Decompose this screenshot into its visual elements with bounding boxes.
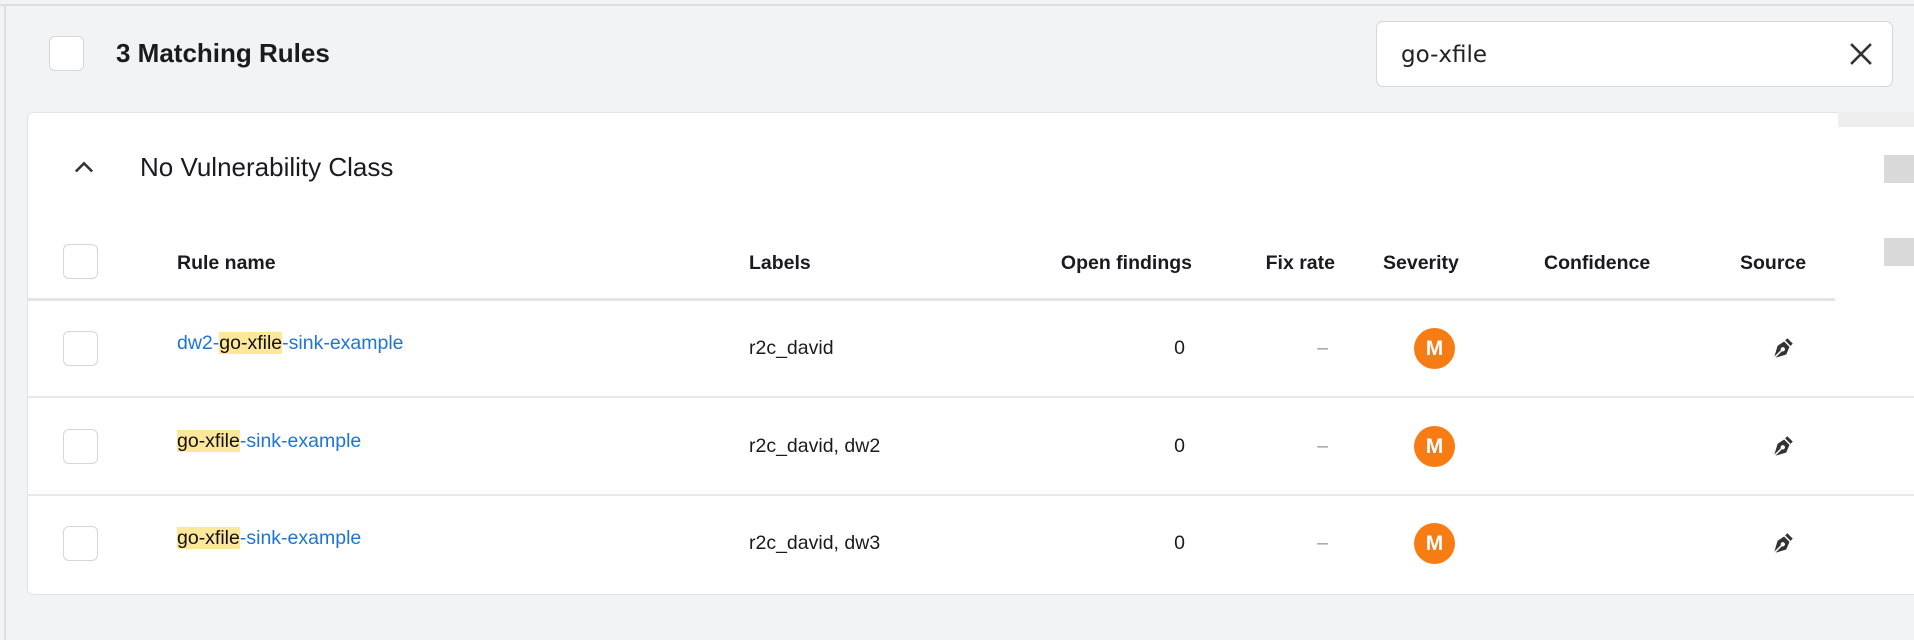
rule-name-prefix: dw2-: [177, 332, 220, 354]
severity-badge-medium: M: [1414, 523, 1455, 564]
left-border: [4, 4, 6, 640]
search-input[interactable]: [1399, 22, 1823, 87]
header-divider: [28, 298, 1835, 301]
pen-nib-icon: [1774, 338, 1793, 358]
severity-badge-medium: M: [1414, 426, 1455, 467]
row-fix-rate: –: [1317, 435, 1328, 457]
row-checkbox[interactable]: [63, 526, 98, 561]
scrollbar-thumb[interactable]: [1884, 155, 1914, 183]
row-divider: [28, 396, 1914, 398]
column-header-rule-name[interactable]: Rule name: [177, 252, 276, 274]
rule-name-link[interactable]: go-xfile-sink-example: [177, 525, 361, 551]
matching-rules-count: 3 Matching Rules: [116, 38, 330, 68]
row-checkbox[interactable]: [63, 331, 98, 366]
row-open-findings: 0: [1174, 532, 1185, 554]
search-match-highlight: go-xfile: [177, 527, 240, 549]
column-header-source[interactable]: Source: [1740, 252, 1807, 274]
rule-group-card: [27, 112, 1914, 595]
pen-nib-icon: [1774, 533, 1793, 553]
row-labels: r2c_david: [749, 337, 834, 359]
row-open-findings: 0: [1174, 337, 1185, 359]
close-icon[interactable]: [1844, 37, 1878, 71]
chevron-up-icon[interactable]: [70, 154, 98, 182]
scroll-artifact: [1838, 112, 1914, 127]
column-header-labels[interactable]: Labels: [749, 252, 811, 274]
rule-name-link[interactable]: dw2-go-xfile-sink-example: [177, 330, 404, 356]
column-header-open-findings[interactable]: Open findings: [1060, 252, 1192, 274]
column-header-severity[interactable]: Severity: [1383, 252, 1459, 274]
pen-nib-icon: [1774, 436, 1793, 456]
rule-name-suffix: -sink-example: [239, 430, 362, 452]
row-labels: r2c_david, dw2: [749, 435, 881, 457]
row-divider: [28, 494, 1914, 496]
scrollbar-thumb[interactable]: [1884, 238, 1914, 266]
column-header-confidence[interactable]: Confidence: [1544, 252, 1651, 274]
search-box: [1376, 21, 1893, 87]
column-header-fix-rate[interactable]: Fix rate: [1265, 252, 1335, 274]
top-border: [0, 4, 1914, 6]
row-labels: r2c_david, dw3: [749, 532, 881, 554]
row-checkbox[interactable]: [63, 429, 98, 464]
severity-badge-medium: M: [1414, 328, 1455, 369]
search-match-highlight: go-xfile: [177, 430, 240, 452]
select-all-checkbox[interactable]: [49, 36, 84, 71]
row-open-findings: 0: [1174, 435, 1185, 457]
search-match-highlight: go-xfile: [219, 332, 283, 354]
rule-name-suffix: -sink-example: [282, 332, 404, 354]
group-select-checkbox[interactable]: [63, 244, 98, 279]
group-title: No Vulnerability Class: [140, 152, 394, 182]
rule-name-link[interactable]: go-xfile-sink-example: [177, 428, 361, 454]
row-fix-rate: –: [1317, 532, 1328, 554]
row-fix-rate: –: [1317, 337, 1328, 359]
rule-name-suffix: -sink-example: [239, 527, 362, 549]
